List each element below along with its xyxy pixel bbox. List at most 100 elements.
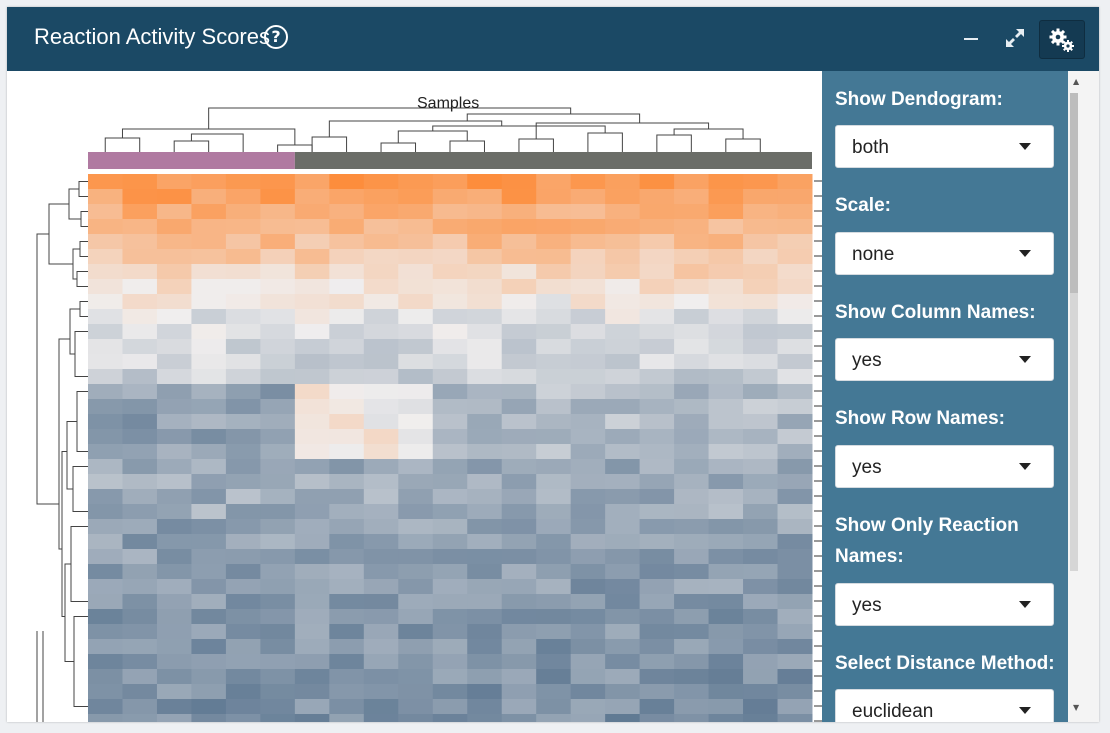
- heatmap-cell: [191, 534, 227, 550]
- heatmap-cell: [570, 339, 606, 355]
- heatmap-cell: [260, 669, 296, 685]
- caret-down-icon: [1019, 356, 1031, 363]
- scrollbar-thumb[interactable]: [1070, 93, 1078, 293]
- heatmap-cell: [743, 309, 779, 325]
- heatmap-cell: [467, 309, 503, 325]
- heatmap-cell: [639, 204, 675, 220]
- heatmap-cell: [294, 354, 330, 370]
- heatmap-cell: [777, 354, 813, 370]
- heatmap-cell: [708, 354, 744, 370]
- caret-down-icon: [1019, 143, 1031, 150]
- heatmap-cell: [674, 354, 710, 370]
- heatmap-cell: [777, 564, 813, 580]
- heatmap-cell: [639, 399, 675, 415]
- heatmap-cell: [501, 429, 537, 445]
- samples-axis-label: Samples: [417, 95, 480, 112]
- heatmap-cell: [156, 429, 192, 445]
- heatmap-cell: [743, 219, 779, 235]
- heatmap-cell: [467, 594, 503, 610]
- heatmap-cell: [570, 489, 606, 505]
- heatmap-cell: [156, 489, 192, 505]
- minimize-button[interactable]: [960, 24, 984, 52]
- heatmap-cell: [501, 519, 537, 535]
- settings-button[interactable]: [1039, 20, 1085, 59]
- dendrogram-branch: [69, 308, 80, 355]
- heatmap-cell: [329, 339, 365, 355]
- heatmap-cell: [605, 699, 641, 715]
- heatmap-cell: [191, 174, 227, 190]
- heatmap-cell: [743, 189, 779, 205]
- question-circle-icon[interactable]: ?: [264, 25, 288, 49]
- heatmap-cell: [225, 579, 261, 595]
- scroll-up-icon[interactable]: ▲: [1073, 77, 1080, 86]
- heatmap-cell: [674, 579, 710, 595]
- heatmap-cell: [156, 669, 192, 685]
- heatmap-cell: [570, 219, 606, 235]
- distance-method-select[interactable]: euclidean: [835, 689, 1054, 722]
- heatmap-cell: [777, 189, 813, 205]
- heatmap-cell: [777, 414, 813, 430]
- heatmap-cell: [570, 594, 606, 610]
- scroll-down-icon[interactable]: ▼: [1073, 703, 1080, 712]
- heatmap-cell: [639, 504, 675, 520]
- heatmap-cell: [432, 534, 468, 550]
- heatmap-cell: [363, 354, 399, 370]
- heatmap-cell: [191, 249, 227, 265]
- dendogram-select[interactable]: both: [835, 125, 1054, 168]
- heatmap-cell: [536, 204, 572, 220]
- heatmap-cell: [743, 534, 779, 550]
- row-names-select[interactable]: yes: [835, 445, 1054, 488]
- heatmap-cell: [777, 369, 813, 385]
- heatmap-cell: [122, 669, 158, 685]
- heatmap-cell: [777, 384, 813, 400]
- heatmap-cell: [501, 384, 537, 400]
- heatmap-cell: [777, 219, 813, 235]
- heatmap-cell: [467, 339, 503, 355]
- heatmap-cell: [260, 429, 296, 445]
- heatmap-cell: [467, 384, 503, 400]
- heatmap-cell: [122, 459, 158, 475]
- heatmap-cell: [674, 684, 710, 700]
- heatmap-cell: [467, 219, 503, 235]
- heatmap-cell: [570, 309, 606, 325]
- heatmap-cell: [88, 339, 123, 355]
- heatmap-cell: [122, 384, 158, 400]
- reaction-names-select[interactable]: yes: [835, 583, 1054, 626]
- heatmap-cell: [432, 609, 468, 625]
- heatmap-cell: [225, 489, 261, 505]
- heatmap-cell: [225, 624, 261, 640]
- caret-down-icon: [1019, 707, 1031, 714]
- heatmap-cell: [398, 324, 434, 340]
- heatmap-cell: [225, 189, 261, 205]
- heatmap-cell: [260, 714, 296, 722]
- heatmap-cell: [398, 264, 434, 280]
- heatmap-cell: [432, 684, 468, 700]
- heatmap-cell: [191, 654, 227, 670]
- heatmap-cell: [536, 174, 572, 190]
- dendrogram-branch: [535, 122, 710, 139]
- heatmap-cell: [674, 384, 710, 400]
- heatmap-cell: [777, 309, 813, 325]
- heatmap-cell: [398, 174, 434, 190]
- heatmap-cell: [777, 594, 813, 610]
- heatmap-cell: [294, 324, 330, 340]
- maximize-button[interactable]: [1002, 25, 1028, 51]
- heatmap-cell: [260, 324, 296, 340]
- column-names-select[interactable]: yes: [835, 338, 1054, 381]
- heatmap-cell: [639, 249, 675, 265]
- heatmap-cell: [329, 174, 365, 190]
- heatmap-cell: [674, 444, 710, 460]
- heatmap-cell: [156, 459, 192, 475]
- heatmap-cell: [363, 339, 399, 355]
- heatmap-cell: [674, 279, 710, 295]
- heatmap-cell: [432, 474, 468, 490]
- heatmap-cell: [605, 549, 641, 565]
- scale-select[interactable]: none: [835, 232, 1054, 275]
- heatmap-cell: [88, 549, 123, 565]
- heatmap-cell: [467, 204, 503, 220]
- heatmap-cell: [260, 534, 296, 550]
- heatmap-cell: [536, 354, 572, 370]
- heatmap-cell: [777, 624, 813, 640]
- heatmap-cell: [674, 459, 710, 475]
- heatmap-cell: [225, 594, 261, 610]
